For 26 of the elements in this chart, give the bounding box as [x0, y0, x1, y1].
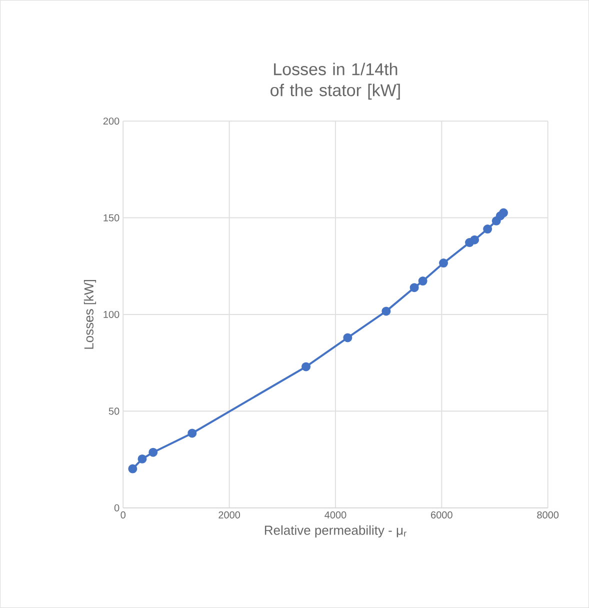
point	[148, 448, 158, 457]
y-tick-label: 0	[114, 504, 120, 512]
y-tick-label: 50	[108, 408, 120, 415]
y-tick-label: 200	[103, 118, 120, 125]
point	[343, 333, 352, 342]
point	[483, 224, 492, 234]
point	[470, 235, 480, 244]
point	[138, 454, 147, 464]
point	[418, 276, 428, 286]
y-tick-label: 100	[104, 310, 120, 318]
chart-title: Losses in 1/14th of the stator [kW]	[270, 62, 400, 100]
y-tick-label: 150	[104, 214, 120, 222]
point	[499, 208, 508, 218]
x-tick-label: 6000	[431, 511, 452, 518]
x-tick-label: 8000	[537, 511, 559, 518]
point	[439, 258, 448, 268]
x-tick-label: 2000	[218, 511, 240, 518]
point	[382, 306, 391, 316]
x-tick-label: 0	[120, 511, 126, 518]
point	[302, 362, 311, 372]
x-axis-title: Relative permeability - μ$_{r}$	[264, 525, 406, 538]
x-tick-label: 4000	[324, 511, 346, 518]
point	[410, 283, 419, 292]
y-axis-title: Losses [kW]	[84, 280, 96, 349]
point	[128, 464, 138, 474]
point	[188, 428, 197, 438]
